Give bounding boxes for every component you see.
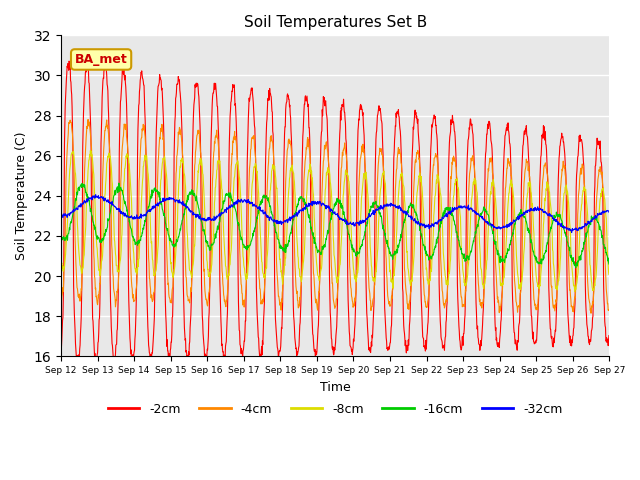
Y-axis label: Soil Temperature (C): Soil Temperature (C) [15, 132, 28, 260]
X-axis label: Time: Time [320, 381, 351, 394]
Text: BA_met: BA_met [75, 53, 127, 66]
Legend: -2cm, -4cm, -8cm, -16cm, -32cm: -2cm, -4cm, -8cm, -16cm, -32cm [103, 398, 568, 420]
Title: Soil Temperatures Set B: Soil Temperatures Set B [244, 15, 427, 30]
